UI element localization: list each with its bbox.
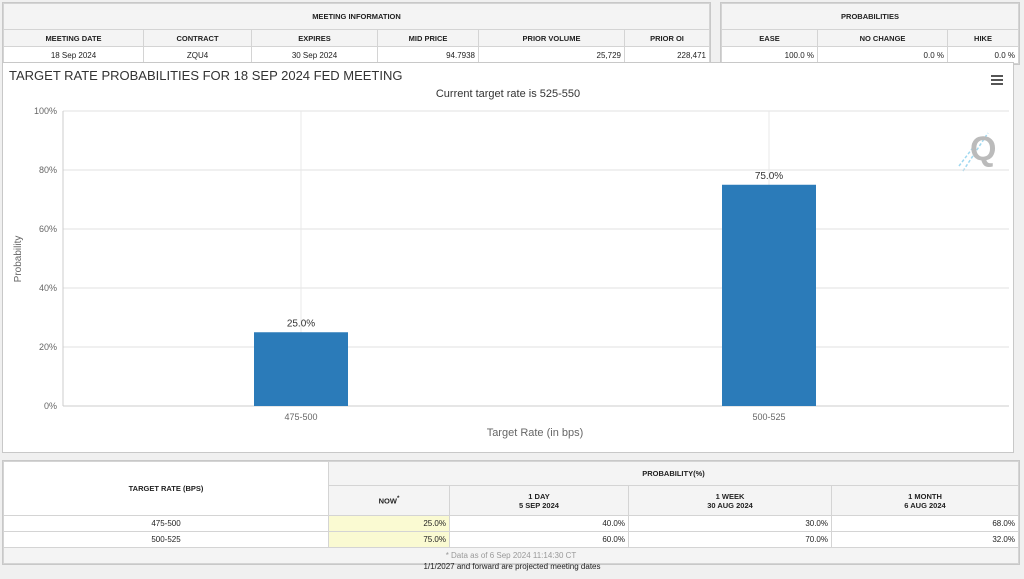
column-label: NOW [378,496,397,506]
meeting-info-title: MEETING INFORMATION [3,3,710,30]
probabilities-title: PROBABILITIES [721,3,1019,30]
header-probability: PROBABILITY(%) [328,461,1019,486]
probability-cell: 30.0% [628,515,832,532]
mid-price: 94.7938 [377,46,479,64]
data-label: 25.0% [287,318,315,329]
header-no-change: NO CHANGE [817,29,948,47]
probability-cell: 40.0% [449,515,629,532]
x-tick-label: 475-500 [284,412,317,422]
header-hike: HIKE [947,29,1019,47]
header-target-rate: TARGET RATE (BPS) [3,461,329,516]
header-1-day: 1 DAY 5 SEP 2024 [449,485,629,516]
probability-cell: 32.0% [831,531,1019,548]
asterisk: * [396,495,400,503]
header-now: NOW* [328,485,450,516]
chart-plot: Q 0% 20% 40% 60% 80% 100% 25.0% 475-500 75.0% 500… [13,106,1009,439]
hamburger-menu-icon[interactable] [991,75,1003,87]
column-label: 1 MONTH [908,491,942,501]
table-row: 475-500 25.0% 40.0% 30.0% 68.0% [3,515,1019,532]
data-timestamp-note: * Data as of 6 Sep 2024 11:14:30 CT [3,547,1019,564]
svg-text:Q: Q [970,130,996,168]
column-date: 6 AUG 2024 [904,500,946,510]
chart-subtitle: Current target rate is 525-550 [435,88,581,100]
probability-cell: 70.0% [628,531,832,548]
probability-cell: 75.0% [328,531,450,548]
probability-table-panel: TARGET RATE (BPS) PROBABILITY(%) NOW* 1 DA… [2,460,1020,565]
data-label: 75.0% [755,171,783,182]
table-row: 500-525 75.0% 60.0% 70.0% 32.0% [3,531,1019,548]
probability-cell: 25.0% [328,515,450,532]
expires: 30 Sep 2024 [251,46,378,64]
target-rate: 500-525 [3,531,329,548]
x-tick-label: 500-525 [752,412,785,422]
footer-note: 1/1/2027 and forward are projected meeti… [423,562,601,571]
column-date: 30 AUG 2024 [707,500,753,510]
header-prior-oi: PRIOR OI [624,29,710,47]
probabilities-panel: PROBABILITIES EASE NO CHANGE HIKE 100.0 % 0… [720,2,1020,65]
y-tick-label: 20% [39,342,57,352]
probability-chart: TARGET RATE PROBABILITIES FOR 18 SEP 202… [2,62,1014,453]
header-prior-volume: PRIOR VOLUME [478,29,625,47]
prior-oi: 228,471 [624,46,710,64]
contract: ZQU4 [143,46,252,64]
no-change-value: 0.0 % [817,46,948,64]
bar-475-500[interactable] [254,332,348,406]
header-1-week: 1 WEEK 30 AUG 2024 [628,485,832,516]
column-label: 1 WEEK [715,491,745,501]
y-tick-label: 60% [39,224,57,234]
header-ease: EASE [721,29,818,47]
probability-cell: 60.0% [449,531,629,548]
y-tick-label: 80% [39,165,57,175]
header-mid-price: MID PRICE [377,29,479,47]
q-logo: Q [958,130,996,172]
prior-volume: 25,729 [478,46,625,64]
header-expires: EXPIRES [251,29,378,47]
y-axis-label: Probability [13,236,24,283]
y-tick-label: 40% [39,283,57,293]
meeting-date: 18 Sep 2024 [3,46,144,64]
chart-title: TARGET RATE PROBABILITIES FOR 18 SEP 202… [9,68,403,83]
bar-500-525[interactable] [722,184,816,406]
hike-value: 0.0 % [947,46,1019,64]
y-tick-label: 0% [44,401,57,411]
target-rate: 475-500 [3,515,329,532]
header-contract: CONTRACT [143,29,252,47]
column-date: 5 SEP 2024 [519,500,559,510]
header-1-month: 1 MONTH 6 AUG 2024 [831,485,1019,516]
header-meeting-date: MEETING DATE [3,29,144,47]
ease-value: 100.0 % [721,46,818,64]
meeting-information-panel: MEETING INFORMATION MEETING DATE CONTRACT… [2,2,711,65]
y-tick-label: 100% [34,106,57,116]
probability-cell: 68.0% [831,515,1019,532]
column-label: 1 DAY [528,491,550,501]
x-axis-label: Target Rate (in bps) [487,427,584,439]
